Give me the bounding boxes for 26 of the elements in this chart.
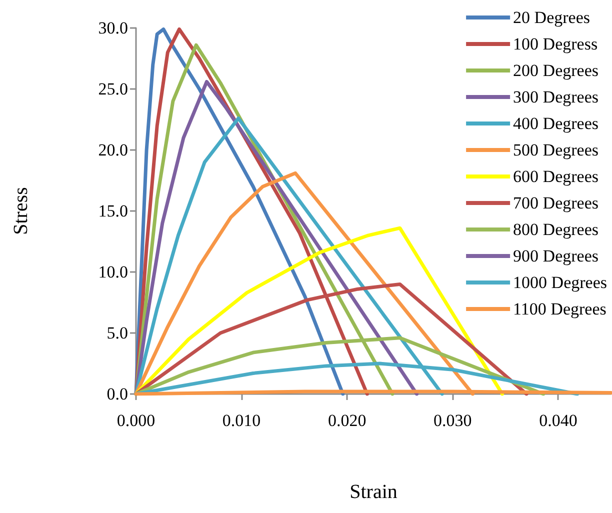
y-tick-label: 10.0 [98, 262, 128, 282]
legend-label: 800 Degrees [513, 220, 599, 239]
legend-label: 100 Degress [513, 34, 598, 54]
y-tick-label: 30.0 [98, 18, 128, 38]
x-tick-label: 0.030 [434, 411, 472, 430]
x-axis-title: Strain [350, 481, 398, 503]
y-tick-label: 25.0 [98, 80, 128, 98]
legend-label: 600 Degrees [513, 167, 599, 186]
x-tick-label: 0.010 [222, 411, 261, 430]
y-tick-label: 5.0 [106, 324, 128, 342]
legend-label: 1100 Degrees [513, 300, 606, 318]
y-tick-label: 0.0 [106, 384, 128, 404]
legend-label: 400 Degrees [513, 114, 599, 133]
x-tick-label: 0.000 [116, 411, 156, 430]
y-tick-label: 15.0 [98, 202, 128, 220]
x-tick-label: 0.020 [328, 411, 366, 430]
x-tick-label: 0.040 [539, 411, 578, 430]
legend-label: 700 Degrees [513, 194, 599, 212]
legend-label: 300 Degrees [513, 88, 599, 106]
y-tick-label: 20.0 [98, 140, 128, 160]
legend-label: 1000 Degrees [513, 273, 608, 292]
y-axis-title: Stress [10, 186, 32, 235]
legend-label: 500 Degrees [513, 140, 599, 160]
legend-label: 200 Degrees [513, 61, 599, 80]
legend-label: 20 Degrees [513, 8, 590, 27]
legend-label: 900 Degrees [513, 246, 599, 266]
